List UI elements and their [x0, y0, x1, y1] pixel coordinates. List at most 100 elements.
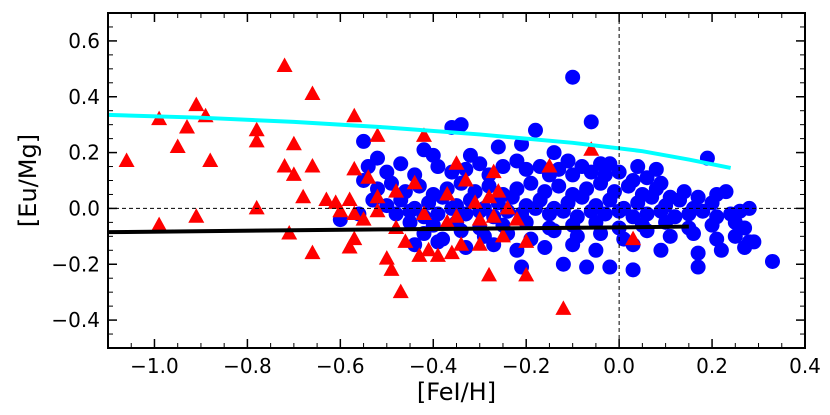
triangle-point [481, 266, 498, 282]
y-tick-label: 0.6 [68, 29, 100, 53]
triangle-point [383, 261, 400, 276]
circle-point [393, 156, 409, 172]
circle-point [620, 178, 636, 194]
circle-point [495, 159, 511, 175]
circle-point [704, 217, 720, 233]
x-tick-label: −0.6 [316, 354, 365, 378]
triangle-point [471, 211, 488, 226]
triangle-point [248, 199, 265, 215]
circle-point [546, 223, 562, 239]
triangle-point [453, 236, 470, 251]
circle-point [518, 161, 534, 177]
triangle-point [304, 244, 321, 260]
axis-ticks: −1.0 −0.8 −0.6 −0.4 −0.2 0.0 0.2 0.4 −0.4 −0.2 0.0… [51, 12, 821, 378]
triangle-point [406, 174, 423, 190]
triangle-point [388, 219, 405, 234]
triangle-point [397, 233, 414, 248]
triangle-point [499, 199, 516, 215]
circle-point [630, 159, 646, 175]
circle-point [356, 133, 372, 149]
triangle-point [360, 169, 377, 184]
triangle-point [276, 57, 293, 73]
circle-point [690, 259, 706, 275]
circle-point [588, 242, 604, 258]
x-tick-label: −0.2 [502, 354, 551, 378]
circle-point [579, 259, 595, 275]
triangle-point [583, 141, 600, 156]
circle-point [407, 237, 423, 253]
circle-point [639, 170, 655, 186]
triangle-point [388, 183, 405, 198]
circle-point [546, 145, 562, 161]
triangle-point [518, 233, 535, 248]
plot-frame [107, 12, 806, 349]
circle-point [430, 159, 446, 175]
triangle-point [248, 132, 265, 148]
triangle-point [295, 188, 312, 204]
triangle-point [518, 266, 535, 282]
circle-point [602, 192, 618, 208]
triangle-point [555, 300, 572, 315]
circle-point [360, 159, 376, 175]
triangle-point [304, 158, 321, 173]
circle-point [402, 214, 418, 230]
triangle-point [508, 211, 525, 226]
circle-point [430, 234, 446, 250]
triangle-point [485, 208, 502, 223]
circle-point [527, 122, 543, 138]
x-tick-label: −0.4 [409, 354, 458, 378]
triangle-point [369, 202, 386, 218]
circle-point [537, 240, 553, 255]
circle-point [653, 242, 669, 258]
circle-point [551, 178, 567, 194]
triangle-point [346, 205, 363, 220]
triangle-point [392, 283, 409, 299]
triangle-point [248, 121, 265, 137]
triangle-point [178, 118, 195, 134]
triangle-point [448, 208, 465, 223]
x-tick-label: −1.0 [130, 354, 179, 378]
triangle-point [411, 247, 428, 262]
circle-point [672, 192, 688, 208]
circle-point [472, 156, 488, 172]
circle-point [593, 175, 609, 191]
circle-point [574, 189, 590, 205]
triangle-point [318, 191, 335, 207]
circle-point [555, 256, 571, 272]
circle-point [690, 245, 706, 261]
circle-point [764, 253, 780, 269]
triangle-point [429, 247, 446, 262]
circle-point [421, 195, 437, 211]
circle-point [583, 164, 599, 180]
triangle-point [415, 205, 432, 220]
triangle-point [276, 158, 293, 173]
circle-point [583, 114, 599, 130]
triangle-point [285, 135, 302, 151]
triangle-point [151, 216, 168, 232]
circle-point [541, 206, 557, 222]
circle-point [713, 242, 729, 258]
triangle-point [467, 194, 484, 209]
circle-point [504, 189, 520, 205]
triangle-point [346, 107, 363, 123]
triangle-point [439, 213, 456, 229]
triangle-point [341, 239, 358, 254]
y-tick-label: 0.4 [68, 85, 100, 109]
circle-point [555, 203, 571, 219]
triangle-point [457, 172, 474, 187]
circle-point [662, 228, 678, 244]
circle-point [518, 214, 534, 230]
triangle-point [420, 241, 437, 257]
circle-point [551, 161, 567, 177]
y-axis-label: [Eu/Mg] [14, 134, 42, 227]
triangle-point [494, 227, 511, 243]
black-trend-line [108, 224, 689, 235]
circle-point [611, 164, 627, 180]
circle-point [593, 226, 609, 242]
triangle-point [541, 158, 558, 173]
y-tick-label: −0.2 [51, 252, 100, 276]
triangle-point [369, 127, 386, 142]
triangle-point [304, 85, 321, 100]
circle-point [681, 206, 697, 222]
